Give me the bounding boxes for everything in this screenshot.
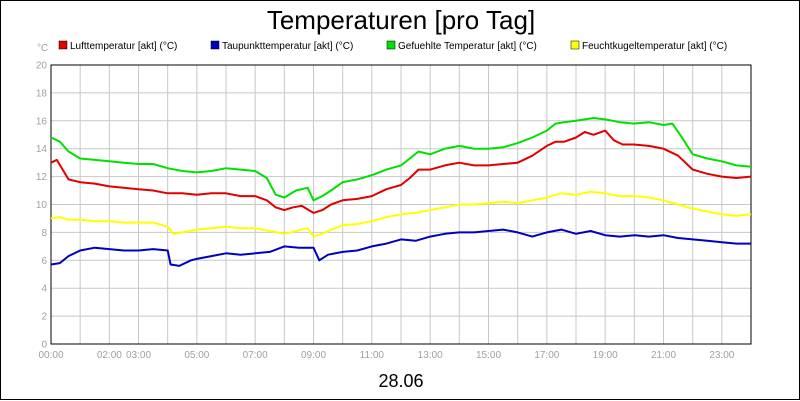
y-tick-label: 10	[36, 200, 48, 211]
x-tick-label: 07:00	[243, 350, 268, 361]
series-lines	[50, 117, 752, 267]
plot-grid	[50, 64, 752, 345]
legend-label-feuchtkugeltemperatur: Feuchtkugeltemperatur [akt] (°C)	[582, 41, 727, 52]
legend-label-taupunkttemperatur: Taupunkttemperatur [akt] (°C)	[222, 41, 353, 52]
legend-swatch-gefuehlte-temperatur	[386, 40, 396, 50]
chart-legend: Lufttemperatur [akt] (°C) Taupunkttemper…	[58, 40, 727, 52]
legend-swatch-lufttemperatur	[58, 40, 68, 50]
series-line-1	[50, 228, 751, 267]
x-tick-label: 13:00	[418, 350, 443, 361]
y-tick-label: 4	[41, 284, 47, 295]
y-axis-ticks: 0 2 4 6 8 10 12 14 16 18 20	[36, 61, 48, 351]
x-tick-label: 11:00	[360, 350, 385, 361]
legend-label-lufttemperatur: Lufttemperatur [akt] (°C)	[70, 41, 177, 52]
x-tick-label: 03:00	[126, 350, 151, 361]
x-tick-label: 00:00	[38, 350, 63, 361]
y-tick-label: 14	[36, 144, 48, 155]
legend-swatch-feuchtkugeltemperatur	[570, 40, 580, 50]
legend-label-gefuehlte-temperatur: Gefuehlte Temperatur [akt] (°C)	[398, 41, 537, 52]
y-tick-label: 12	[36, 172, 48, 183]
series-line-2	[50, 117, 752, 202]
series-line-0	[50, 129, 752, 214]
x-tick-label: 23:00	[709, 350, 734, 361]
y-tick-label: 8	[41, 228, 47, 239]
y-tick-label: 18	[36, 88, 48, 99]
x-tick-label: 15:00	[476, 350, 501, 361]
x-tick-label: 02:00	[97, 350, 122, 361]
x-tick-label: 19:00	[593, 350, 618, 361]
chart-title: Temperaturen [pro Tag]	[267, 5, 535, 35]
x-tick-label: 21:00	[651, 350, 676, 361]
y-tick-label: 0	[41, 340, 47, 351]
x-tick-label: 17:00	[534, 350, 559, 361]
y-tick-label: 6	[41, 256, 47, 267]
date-label: 28.06	[378, 371, 423, 391]
y-unit-label: °C	[37, 43, 48, 54]
series-line-3	[50, 190, 752, 238]
plot-area-border	[50, 64, 752, 345]
x-tick-label: 05:00	[184, 350, 209, 361]
y-tick-label: 16	[36, 116, 48, 127]
x-tick-label: 09:00	[301, 350, 326, 361]
y-tick-label: 20	[36, 61, 48, 72]
y-tick-label: 2	[41, 312, 47, 323]
x-axis-ticks: 00:00 02:00 03:00 05:00 07:00 09:00 11:00 13:00…	[38, 350, 734, 361]
legend-swatch-taupunkttemperatur	[210, 40, 220, 50]
